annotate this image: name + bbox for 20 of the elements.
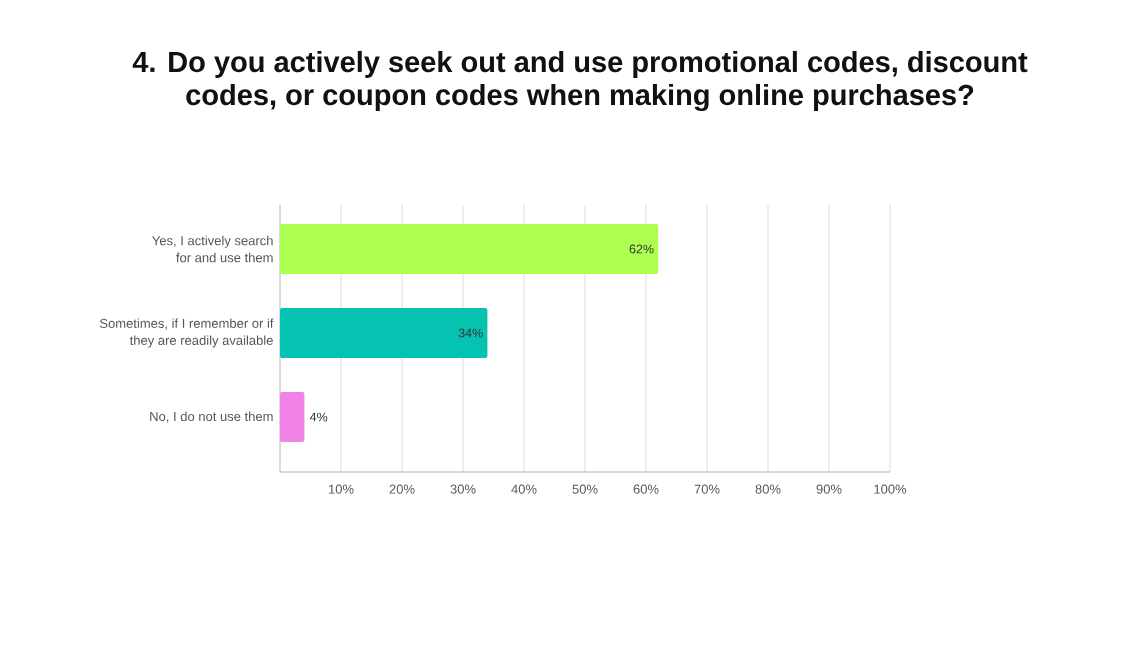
x-tick-label: 10% (328, 484, 354, 494)
bar (280, 308, 488, 358)
x-tick-label: 80% (755, 484, 781, 494)
bar (280, 392, 305, 442)
bar (280, 224, 659, 274)
x-tick-label: 90% (816, 484, 842, 494)
x-tick-label: 20% (389, 484, 415, 494)
y-tick-label: Sometimes, if I remember or if they are readily available (99, 318, 274, 348)
data-label: 4% (309, 412, 328, 422)
x-tick-label: 70% (694, 484, 720, 494)
data-label: 34% (458, 328, 483, 338)
x-tick-label: 100% (874, 484, 907, 494)
x-tick-label: 30% (450, 484, 476, 494)
data-label: 62% (629, 244, 654, 254)
y-tick-label: No, I do not use them (150, 411, 273, 423)
y-tick-label: Yes, I actively search for and use them (152, 235, 273, 263)
x-tick-label: 40% (511, 484, 537, 494)
x-tick-label: 60% (633, 484, 659, 494)
x-tick-label: 50% (572, 484, 598, 494)
chart-title: 4. Do you actively seek out and use promotional codes, discount codes, or coupon codes when making online purchases? (132, 50, 1028, 112)
